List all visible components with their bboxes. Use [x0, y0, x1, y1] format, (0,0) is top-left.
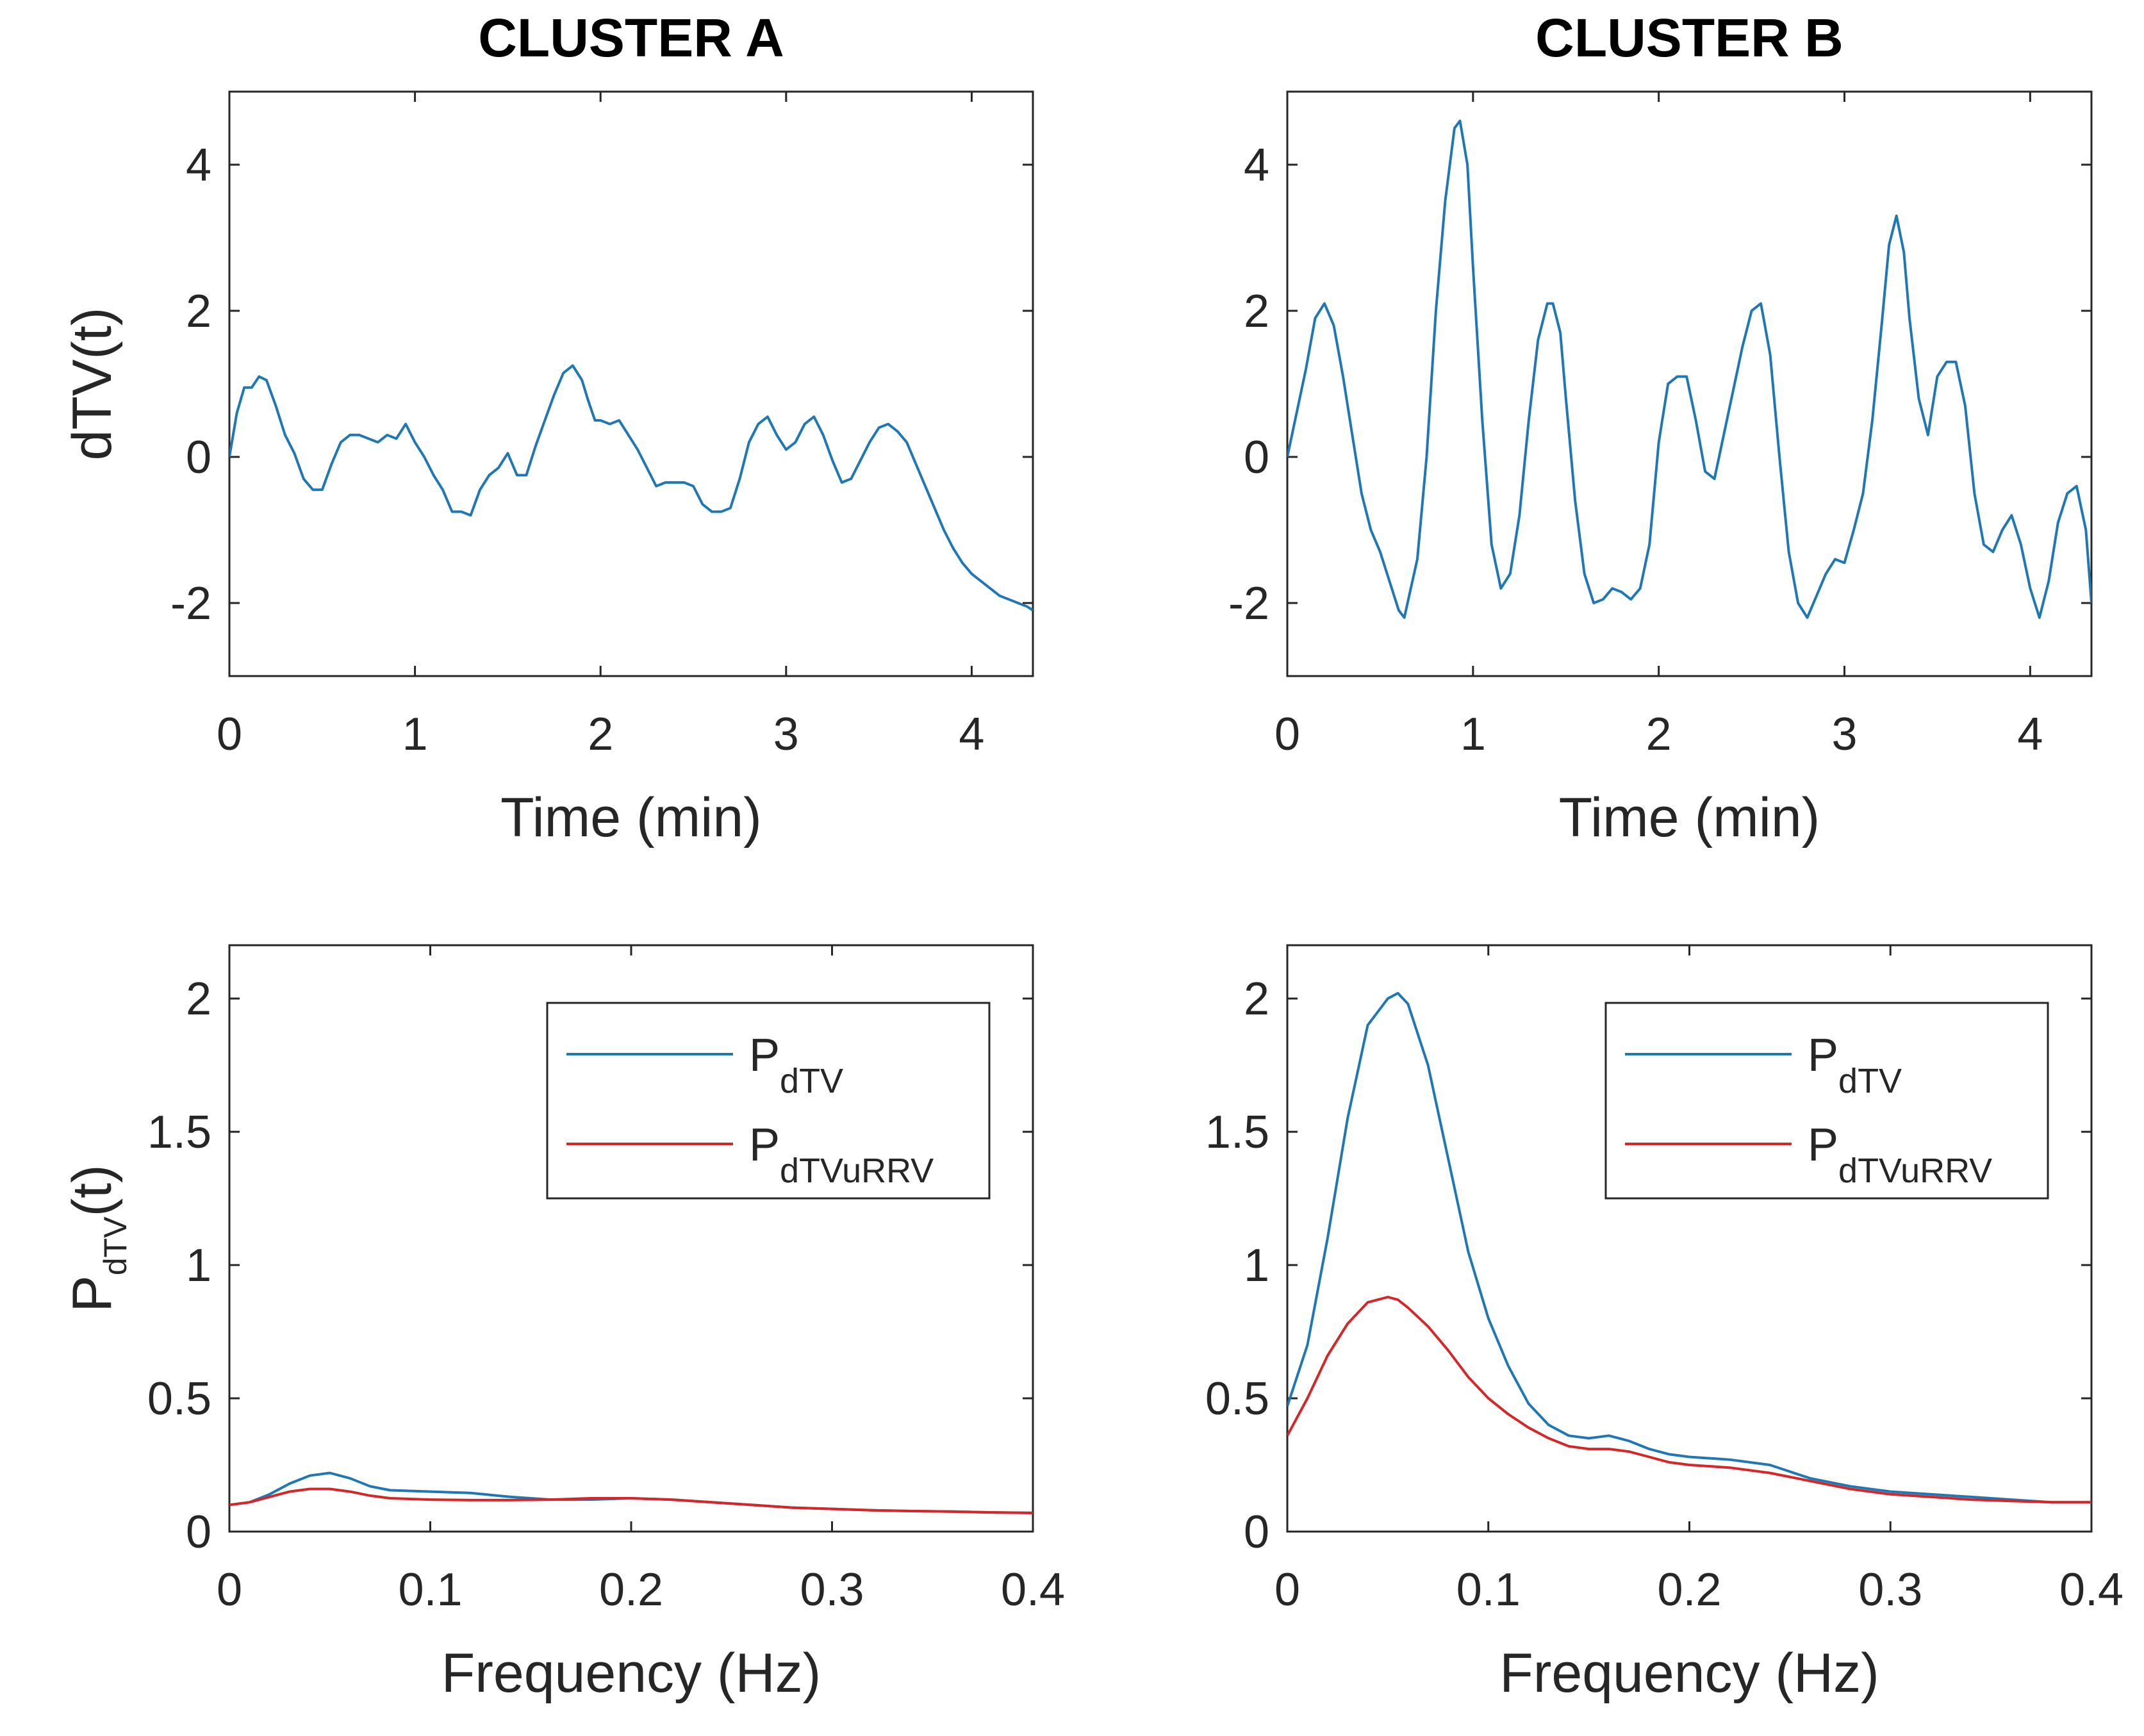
x-tick-label: 2 — [1646, 709, 1672, 760]
y-tick-label: 4 — [1244, 140, 1269, 191]
x-tick-label: 4 — [959, 709, 984, 760]
y-tick-label: 1 — [186, 1240, 211, 1291]
x-axis-label: Frequency (Hz) — [1499, 1642, 1879, 1704]
y-tick-label: 1.5 — [1205, 1107, 1269, 1158]
legend-label-main: P — [1808, 1030, 1838, 1081]
y-axis-label-main: P — [62, 1275, 123, 1312]
chart-title: CLUSTER A — [478, 8, 784, 68]
x-axis-label: Frequency (Hz) — [441, 1642, 821, 1704]
x-tick-label: 0.1 — [1456, 1564, 1521, 1616]
y-tick-label: 0 — [186, 432, 211, 483]
y-axis-label-suffix: (t) — [62, 1164, 123, 1216]
x-tick-label: 0.2 — [599, 1564, 663, 1616]
legend-label-subscript: dTV — [780, 1062, 843, 1100]
x-tick-label: 0.3 — [800, 1564, 864, 1616]
series-line-1 — [1287, 991, 2091, 1504]
y-tick-label: 2 — [1244, 973, 1269, 1025]
y-tick-label: 0.5 — [147, 1373, 211, 1425]
x-tick-label: 0.1 — [398, 1564, 462, 1616]
x-tick-label: 0.2 — [1657, 1564, 1721, 1616]
x-tick-label: 0 — [1274, 1564, 1300, 1616]
x-tick-label: 0.3 — [1858, 1564, 1922, 1616]
legend-label-main: P — [749, 1120, 780, 1171]
x-tick-label: 1 — [402, 709, 428, 760]
series-line-1 — [1287, 119, 2091, 619]
x-axis-label: Time (min) — [1559, 787, 1820, 848]
y-axis-label: PdTV(t) — [62, 1164, 133, 1312]
legend-label-1: PdTV — [1808, 1030, 1902, 1100]
series-line-1 — [229, 364, 1033, 612]
x-tick-label: 4 — [2017, 709, 2043, 760]
y-tick-label: 2 — [1244, 286, 1269, 337]
chart-panel-4: 0 0.1 0.2 0.3 0.4 0 0.5 1 1.5 2 Frequency (Hz) PdTV… — [1205, 944, 2123, 1704]
y-tick-label: 0 — [186, 1507, 211, 1558]
legend-label-main: P — [749, 1030, 780, 1081]
x-tick-label: 0 — [217, 1564, 242, 1616]
y-tick-label: 0 — [1244, 432, 1269, 483]
legend-label-2: PdTVuRRV — [749, 1120, 934, 1190]
x-tick-label: 0 — [217, 709, 242, 760]
chart-panel-3: 0 0.1 0.2 0.3 0.4 0 0.5 1 1.5 2 Frequency (Hz) PdTV… — [62, 944, 1065, 1704]
chart-panel-1: 0 1 2 3 4 -2 0 2 4 CLUSTER A Time (min) dTV(t) — [62, 8, 1034, 848]
y-axis-label-main: dTV(t) — [62, 308, 123, 461]
y-tick-label: -2 — [170, 578, 211, 629]
x-tick-label: 0.4 — [2059, 1564, 2123, 1616]
series-line-2 — [229, 1487, 1033, 1514]
legend-label-subscript: dTVuRRV — [780, 1152, 934, 1190]
legend-label-subscript: dTV — [1838, 1062, 1902, 1100]
y-tick-label: 4 — [186, 140, 211, 191]
y-tick-label: 2 — [186, 973, 211, 1025]
x-tick-label: 0.4 — [1001, 1564, 1065, 1616]
series-line-2 — [1287, 1296, 2091, 1504]
x-tick-label: 2 — [588, 709, 613, 760]
y-tick-label: -2 — [1228, 578, 1269, 629]
y-tick-label: 0 — [1244, 1507, 1269, 1558]
y-axis-label: dTV(t) — [62, 308, 123, 461]
chart-title: CLUSTER B — [1535, 8, 1843, 68]
x-tick-label: 1 — [1460, 709, 1486, 760]
axes-box — [1286, 90, 2093, 677]
legend-box — [546, 1002, 991, 1200]
x-tick-label: 0 — [1274, 709, 1300, 760]
y-tick-label: 0.5 — [1205, 1373, 1269, 1425]
y-tick-label: 1.5 — [147, 1107, 211, 1158]
axes-box — [228, 90, 1034, 677]
x-tick-label: 3 — [1831, 709, 1857, 760]
x-tick-label: 3 — [773, 709, 799, 760]
y-tick-label: 1 — [1244, 1240, 1269, 1291]
legend-label-1: PdTV — [749, 1030, 843, 1100]
x-axis-label: Time (min) — [500, 787, 762, 848]
y-axis-label-subscript: dTV — [97, 1216, 133, 1275]
legend-label-subscript: dTVuRRV — [1838, 1152, 1992, 1190]
chart-panel-2: 0 1 2 3 4 -2 0 2 4 CLUSTER B Time (min) — [1228, 8, 2093, 848]
series-line-1 — [229, 1471, 1033, 1514]
legend-box — [1604, 1002, 2049, 1200]
legend-label-2: PdTVuRRV — [1808, 1120, 1992, 1190]
y-tick-label: 2 — [186, 286, 211, 337]
legend-label-main: P — [1808, 1120, 1838, 1171]
